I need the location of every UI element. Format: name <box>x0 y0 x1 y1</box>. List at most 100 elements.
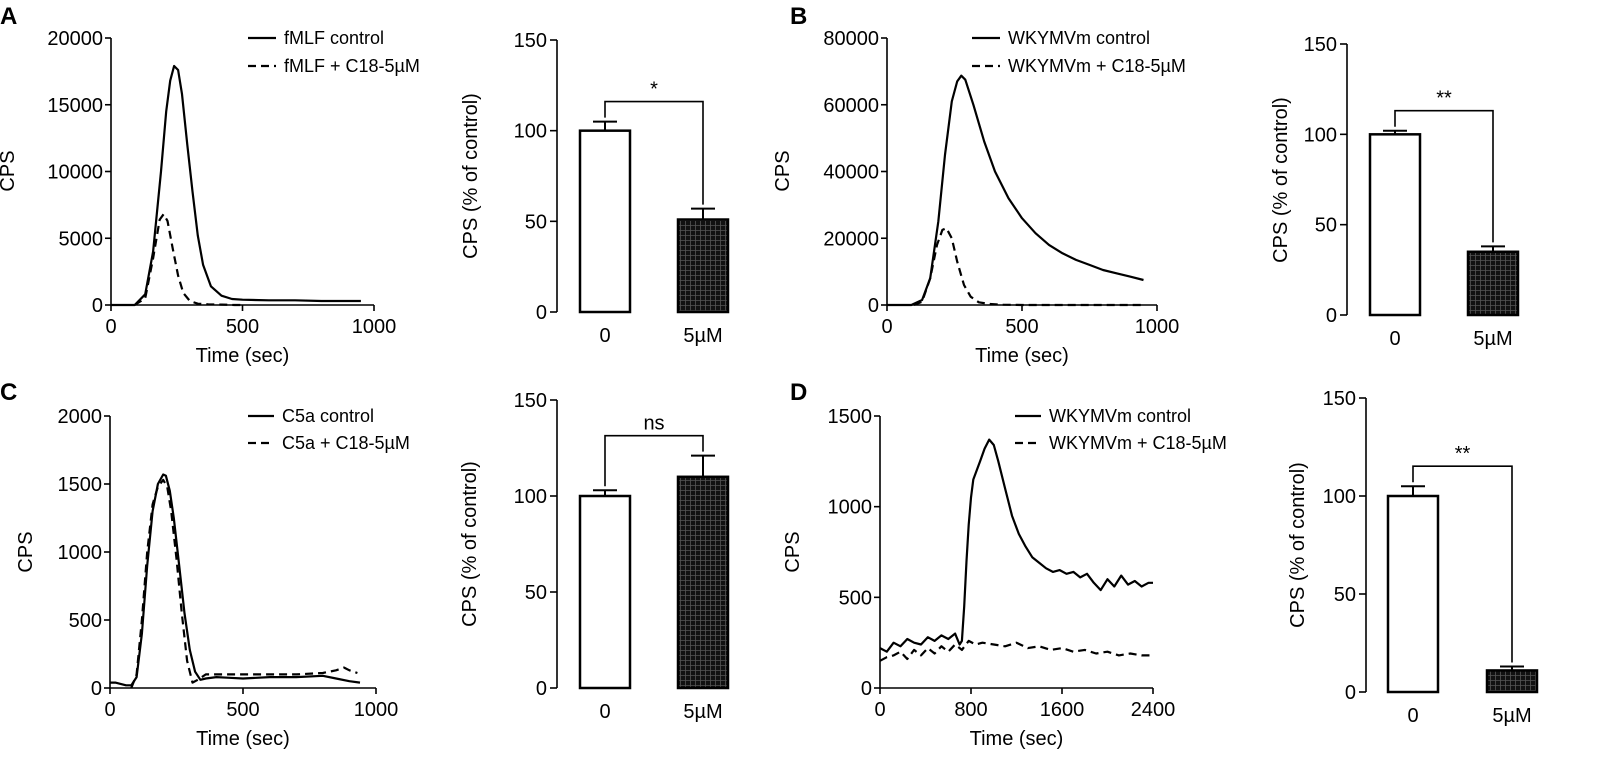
y-axis-label: CPS (% of control) <box>459 461 481 627</box>
panel-letter-c: C <box>0 379 17 406</box>
x-tick-label: 0 <box>105 316 116 338</box>
series-line-treated <box>134 213 243 307</box>
x-tick-label: 0 <box>104 699 115 721</box>
y-tick-label: 0 <box>91 678 102 700</box>
y-tick-label: 1000 <box>58 542 103 564</box>
x-tick-label: 1000 <box>352 316 397 338</box>
legend-label: WKYMVm + C18-5µM <box>1008 56 1186 76</box>
y-axis-label: CPS (% of control) <box>1287 462 1309 628</box>
chart-c-bar: 0 50 100 150 CPS (% of control) 0 5µM ns <box>459 390 730 723</box>
significance-label: ns <box>643 413 664 435</box>
x-axis-label: Time (sec) <box>196 345 290 367</box>
x-category-label: 0 <box>1389 328 1400 350</box>
x-category-label: 0 <box>599 701 610 723</box>
y-tick-label: 1000 <box>828 497 873 519</box>
panel-letter-d: D <box>790 379 807 406</box>
significance-bracket <box>1412 465 1513 663</box>
x-category-label: 5µM <box>683 701 722 723</box>
bar-treated <box>1466 250 1520 317</box>
y-tick-label: 100 <box>514 121 547 143</box>
x-category-label: 5µM <box>683 325 722 347</box>
chart-d-bar: 0 50 100 150 CPS (% of control) 0 5µM ** <box>1287 388 1539 727</box>
x-tick-label: 1000 <box>354 699 399 721</box>
chart-a-bar: 0 50 100 150 CPS (% of control) 0 5µM * <box>460 30 730 347</box>
y-tick-label: 1500 <box>58 474 103 496</box>
bar-control <box>578 129 632 314</box>
y-tick-label: 5000 <box>59 228 104 250</box>
y-axis-label: CPS <box>0 150 19 191</box>
significance-bracket <box>604 100 704 205</box>
significance-label: * <box>650 79 658 101</box>
y-axis-label: CPS <box>15 531 37 572</box>
chart-c-line: 0 500 1000 1500 2000 0 500 1000 Time (sec) CPS C5a… <box>15 406 410 750</box>
y-tick-label: 10000 <box>47 162 103 184</box>
y-tick-label: 80000 <box>823 28 879 50</box>
y-tick-label: 500 <box>69 610 102 632</box>
x-category-label: 0 <box>1407 705 1418 727</box>
legend-label: WKYMVm control <box>1049 406 1191 426</box>
legend-label: fMLF + C18-5µM <box>284 56 420 76</box>
x-tick-label: 1000 <box>1135 316 1180 338</box>
y-tick-label: 0 <box>536 678 547 700</box>
series-line-treated <box>879 639 1153 662</box>
x-tick-label: 0 <box>874 699 885 721</box>
bar-treated <box>1485 669 1539 694</box>
y-tick-label: 15000 <box>47 95 103 117</box>
x-axis-label: Time (sec) <box>196 728 290 750</box>
y-tick-label: 0 <box>868 295 879 317</box>
x-tick-label: 500 <box>226 699 259 721</box>
chart-b-line: 0 20000 40000 60000 80000 0 500 1000 Time (sec) C… <box>772 28 1186 367</box>
y-axis-label: CPS (% of control) <box>1270 97 1292 263</box>
y-tick-label: 40000 <box>823 162 879 184</box>
y-tick-label: 50 <box>1315 215 1337 237</box>
y-tick-label: 150 <box>514 390 547 412</box>
x-tick-label: 2400 <box>1131 699 1176 721</box>
y-tick-label: 150 <box>1323 388 1356 410</box>
significance-label: ** <box>1455 443 1471 465</box>
bar-treated <box>676 218 730 314</box>
legend-label: fMLF control <box>284 28 384 48</box>
x-category-label: 0 <box>599 325 610 347</box>
y-axis-label: CPS <box>782 531 804 572</box>
y-tick-label: 0 <box>1326 305 1337 327</box>
legend-label: WKYMVm control <box>1008 28 1150 48</box>
bar-treated <box>676 475 730 690</box>
panel-letter-b: B <box>790 3 807 30</box>
y-tick-label: 2000 <box>58 406 103 428</box>
y-tick-label: 50 <box>525 582 547 604</box>
y-tick-label: 0 <box>861 678 872 700</box>
y-tick-label: 0 <box>536 302 547 324</box>
x-axis-label: Time (sec) <box>975 345 1069 367</box>
y-axis-label: CPS <box>772 150 794 191</box>
x-tick-label: 500 <box>226 316 259 338</box>
y-tick-label: 0 <box>92 295 103 317</box>
chart-d-line: 0 500 1000 1500 0 800 1600 2400 Time (sec) CPS WKY… <box>782 406 1227 750</box>
y-tick-label: 1500 <box>828 406 873 428</box>
y-axis-label: CPS (% of control) <box>460 93 482 259</box>
x-axis-label: Time (sec) <box>970 728 1064 750</box>
series-line-control <box>887 74 1144 307</box>
x-tick-label: 1600 <box>1040 699 1085 721</box>
series-line-control <box>110 473 361 687</box>
chart-a-line: 0 5000 10000 15000 20000 0 500 1000 Time (sec) CP… <box>0 28 420 367</box>
series-line-control <box>111 64 361 307</box>
panel-letter-a: A <box>0 3 17 30</box>
y-tick-label: 500 <box>839 587 872 609</box>
y-tick-label: 100 <box>514 486 547 508</box>
bar-control <box>1368 133 1422 317</box>
bar-control <box>578 494 632 690</box>
x-category-label: 5µM <box>1492 705 1531 727</box>
y-tick-label: 0 <box>1345 682 1356 704</box>
y-tick-label: 50 <box>1334 584 1356 606</box>
series-line-treated <box>130 478 358 689</box>
y-tick-label: 20000 <box>47 28 103 50</box>
y-tick-label: 150 <box>1304 34 1337 56</box>
legend-label: C5a control <box>282 406 374 426</box>
series-line-treated <box>913 227 1144 307</box>
legend-label: WKYMVm + C18-5µM <box>1049 433 1227 453</box>
y-tick-label: 60000 <box>823 95 879 117</box>
legend-label: C5a + C18-5µM <box>282 433 410 453</box>
significance-bracket <box>1394 109 1494 243</box>
x-tick-label: 800 <box>954 699 987 721</box>
